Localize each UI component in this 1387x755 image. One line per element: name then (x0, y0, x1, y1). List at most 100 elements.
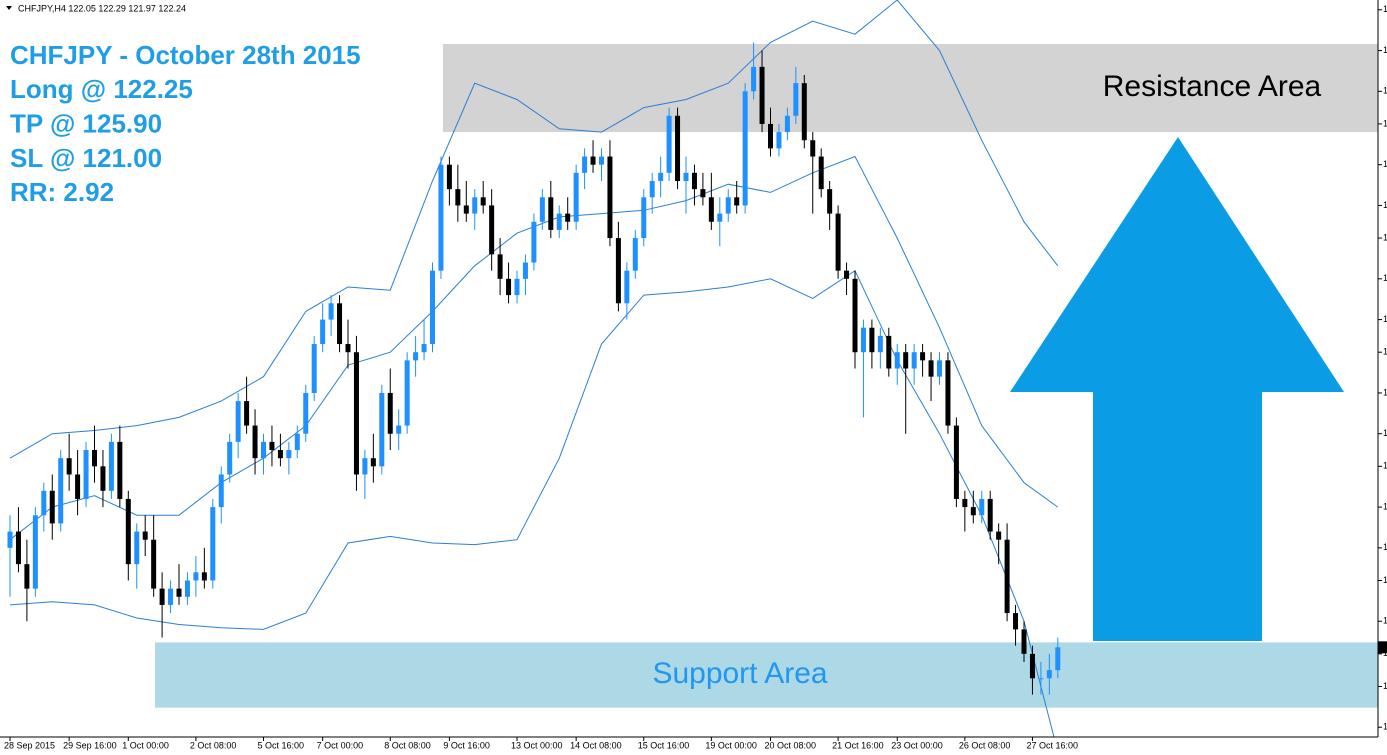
band-upper (9, 0, 1059, 459)
candle-body (582, 156, 588, 173)
axis: 126.15 125.90 125.65 125.45 125.20 124.95 124.… (4, 4, 1387, 750)
candle-body (945, 360, 951, 426)
last-price-box (1378, 641, 1387, 654)
candle-body (151, 539, 157, 589)
candle-body (877, 335, 883, 353)
x-tick-label: 27 Oct 16:00 (1026, 740, 1078, 750)
y-tick-label: 124.25 (1383, 314, 1387, 324)
candle-body (953, 425, 959, 499)
candle-body (463, 205, 469, 214)
candle-body (320, 319, 326, 345)
y-tick-label: 124.75 (1383, 232, 1387, 242)
y-tick-label: 125.65 (1383, 86, 1387, 96)
y-tick-label: 122.85 (1383, 542, 1387, 552)
candle-body (599, 156, 604, 165)
note: SL @ 121.00 (10, 143, 162, 173)
zones (155, 44, 1378, 708)
candle-body (615, 238, 621, 304)
candle-body (353, 352, 359, 475)
candle-body (894, 352, 900, 369)
candle-body (32, 515, 38, 589)
x-tick-label: 7 Oct 00:00 (317, 740, 364, 750)
candle-body (522, 262, 528, 279)
candle-body (531, 221, 537, 263)
zone (155, 642, 1378, 708)
candle-body (176, 588, 182, 597)
candle-body (413, 352, 419, 361)
y-tick-label: 123.10 (1383, 501, 1387, 511)
candle-body (261, 441, 266, 459)
band-middle (9, 155, 1059, 541)
candle-body (565, 213, 571, 222)
x-tick-label: 9 Oct 16:00 (443, 740, 490, 750)
candle-body (641, 197, 647, 239)
candle-body (810, 140, 816, 157)
candle-body (430, 270, 435, 345)
candle-body (83, 450, 89, 499)
candle-body (768, 123, 773, 149)
candle-body (725, 197, 731, 214)
candle-body (539, 197, 545, 222)
candle-body (168, 588, 174, 605)
note: TP @ 125.90 (10, 108, 162, 138)
candle-body (303, 392, 309, 434)
candle-body (1055, 647, 1061, 671)
candle-body (675, 115, 681, 181)
candle-body (438, 164, 444, 271)
candle-body (286, 450, 292, 459)
candle-body (218, 474, 224, 508)
candle-body (142, 531, 148, 540)
candle-body (117, 441, 123, 499)
header: CHFJPY,H4 122.05 122.29 121.97 122.24 (18, 3, 186, 13)
candle-body (827, 189, 833, 214)
y-tick-label: 122.00 (1383, 681, 1387, 691)
candle-body (7, 531, 13, 548)
candle-body (125, 498, 131, 565)
y-tick-label: 125.20 (1383, 159, 1387, 169)
candle-body (860, 327, 866, 353)
candle-body (886, 335, 892, 369)
candle-body (134, 531, 140, 565)
x-tick-label: 2 Oct 08:00 (190, 740, 237, 750)
x-tick-label: 14 Oct 08:00 (570, 740, 622, 750)
y-tick-label: 126.15 (1383, 4, 1387, 14)
candle-body (818, 156, 824, 190)
candle-body (49, 490, 55, 524)
candle-body (379, 392, 385, 467)
up-arrow (1010, 137, 1344, 641)
zone-label: Resistance Area (1103, 70, 1322, 103)
candle-body (514, 278, 520, 296)
candle-body (937, 360, 942, 377)
candle-body (455, 189, 461, 206)
candle-body (345, 344, 351, 353)
candle-body (903, 352, 909, 369)
candle-body (683, 172, 689, 181)
y-tick-label: 123.35 (1383, 461, 1387, 471)
candle-body (337, 303, 343, 345)
candle-body (734, 197, 740, 206)
y-tick-label: 125.45 (1383, 118, 1387, 128)
x-tick-label: 1 Oct 00:00 (122, 740, 169, 750)
y-tick-label: 122.40 (1383, 616, 1387, 626)
y-tick-label: 124.95 (1383, 200, 1387, 210)
candle-body (835, 213, 841, 271)
x-tick-label: 26 Oct 08:00 (959, 740, 1011, 750)
candle-body (1004, 539, 1010, 614)
candle-body (184, 580, 190, 597)
candle-body (362, 458, 368, 475)
candle-body (658, 172, 664, 181)
candle-body (742, 91, 748, 206)
header-icon (6, 6, 12, 10)
candle-body (1046, 670, 1052, 679)
note: RR: 2.92 (10, 177, 114, 207)
candle-body (852, 278, 858, 353)
candle-body (1038, 678, 1044, 680)
candle-body (66, 458, 72, 475)
candle-body (108, 441, 114, 491)
candle-body (472, 197, 478, 214)
candle-body (801, 83, 807, 141)
candle-body (759, 66, 765, 124)
candle-body (649, 180, 655, 198)
note: Long @ 122.25 (10, 74, 193, 104)
